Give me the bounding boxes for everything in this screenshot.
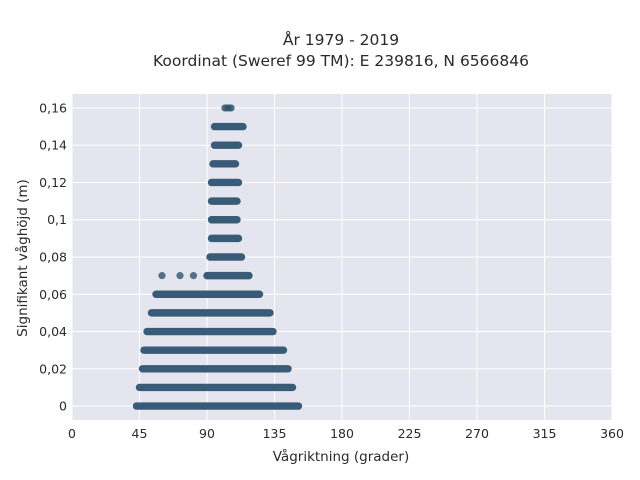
grid-lines: [71, 94, 613, 420]
y-tick-label: 0,06: [39, 287, 67, 302]
y-tick-label: 0,14: [39, 138, 67, 153]
x-tick-label: 360: [600, 426, 624, 441]
y-tick-label: 0,08: [39, 250, 67, 265]
y-tick-label: 0,16: [39, 100, 67, 115]
chart-title-line1: År 1979 - 2019: [283, 30, 399, 49]
y-axis-title: Signifikant våghöjd (m): [14, 179, 31, 337]
data-point: [176, 272, 184, 280]
x-tick-label: 45: [132, 426, 148, 441]
data-point: [158, 272, 166, 280]
y-tick-label: 0,12: [39, 175, 67, 190]
x-tick-label: 315: [533, 426, 557, 441]
x-tick-label: 270: [465, 426, 489, 441]
x-tick-label: 180: [330, 426, 354, 441]
data-point: [189, 272, 198, 280]
chart-title-line2: Koordinat (Sweref 99 TM): E 239816, N 65…: [153, 52, 529, 70]
y-tick-label: 0: [59, 399, 67, 414]
data-point: [227, 104, 235, 112]
data-points: [132, 104, 303, 410]
y-tick-label: 0,1: [47, 212, 67, 227]
x-axis-title: Vågriktning (grader): [273, 448, 410, 465]
x-tick-labels: 0 45 90 135 180 225 270 315 360: [68, 426, 624, 441]
x-tick-label: 225: [398, 426, 422, 441]
x-tick-label: 135: [263, 426, 287, 441]
y-tick-label: 0,02: [39, 361, 67, 376]
y-tick-labels: 0 0,02 0,04 0,06 0,08 0,1 0,12 0,14 0,16: [39, 100, 67, 413]
y-tick-label: 0,04: [39, 324, 67, 339]
x-tick-label: 0: [68, 426, 76, 441]
x-tick-label: 90: [199, 426, 215, 441]
